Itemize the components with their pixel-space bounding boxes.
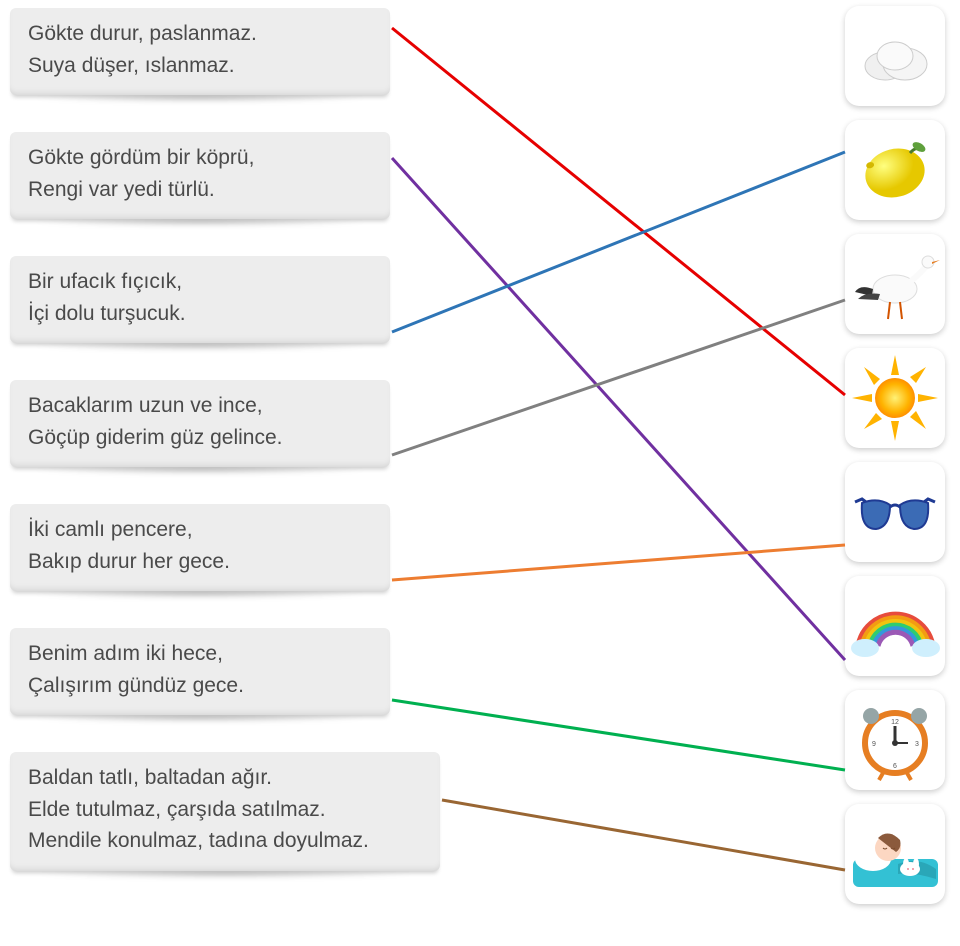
riddle-line: Rengi var yedi türlü. (28, 174, 372, 206)
svg-text:6: 6 (893, 763, 897, 770)
card-lemon (845, 120, 945, 220)
riddle-line: Gökte durur, paslanmaz. (28, 18, 372, 50)
riddle-1: Gökte durur, paslanmaz. Suya düşer, ısla… (10, 8, 390, 95)
riddle-line: Gökte gördüm bir köprü, (28, 142, 372, 174)
riddle-2: Gökte gördüm bir köprü, Rengi var yedi t… (10, 132, 390, 219)
riddle-line: İki camlı pencere, (28, 514, 372, 546)
riddle-line: Mendile konulmaz, tadına doyulmaz. (28, 825, 422, 857)
riddle-line: Çalışırım gündüz gece. (28, 670, 372, 702)
svg-text:12: 12 (891, 719, 899, 726)
riddle-6: Benim adım iki hece, Çalışırım gündüz ge… (10, 628, 390, 715)
lemon-icon (855, 135, 935, 205)
match-line (392, 700, 845, 770)
riddle-4: Bacaklarım uzun ve ince, Göçüp giderim g… (10, 380, 390, 467)
card-glasses (845, 462, 945, 562)
glasses-icon (850, 487, 940, 537)
riddle-5: İki camlı pencere, Bakıp durur her gece. (10, 504, 390, 591)
card-rainbow (845, 576, 945, 676)
match-line (392, 545, 845, 580)
riddle-line: Suya düşer, ıslanmaz. (28, 50, 372, 82)
match-line (392, 300, 845, 455)
matching-container: Gökte durur, paslanmaz. Suya düşer, ısla… (0, 0, 960, 946)
riddle-line: Baldan tatlı, baltadan ağır. (28, 762, 422, 794)
riddle-line: Bacaklarım uzun ve ince, (28, 390, 372, 422)
match-line (442, 800, 845, 870)
riddle-line: Elde tutulmaz, çarşıda satılmaz. (28, 794, 422, 826)
sleep-icon (848, 814, 943, 894)
riddle-line: Göçüp giderim güz gelince. (28, 422, 372, 454)
card-sleep (845, 804, 945, 904)
match-line (392, 158, 845, 660)
riddle-3: Bir ufacık fıçıcık, İçi dolu turşucuk. (10, 256, 390, 343)
riddle-line: Bakıp durur her gece. (28, 546, 372, 578)
card-stork (845, 234, 945, 334)
riddle-7: Baldan tatlı, baltadan ağır. Elde tutulm… (10, 752, 440, 871)
riddle-line: Benim adım iki hece, (28, 638, 372, 670)
stork-icon (850, 244, 940, 324)
riddle-line: İçi dolu turşucuk. (28, 298, 372, 330)
svg-text:3: 3 (915, 741, 919, 748)
match-line (392, 28, 845, 395)
card-cloud (845, 6, 945, 106)
card-sun (845, 348, 945, 448)
svg-text:9: 9 (872, 741, 876, 748)
clock-icon: 12 3 6 9 (853, 698, 938, 783)
card-clock: 12 3 6 9 (845, 690, 945, 790)
sun-icon (850, 353, 940, 443)
rainbow-icon (848, 586, 943, 666)
cloud-icon (855, 26, 935, 86)
match-line (392, 152, 845, 332)
riddle-line: Bir ufacık fıçıcık, (28, 266, 372, 298)
